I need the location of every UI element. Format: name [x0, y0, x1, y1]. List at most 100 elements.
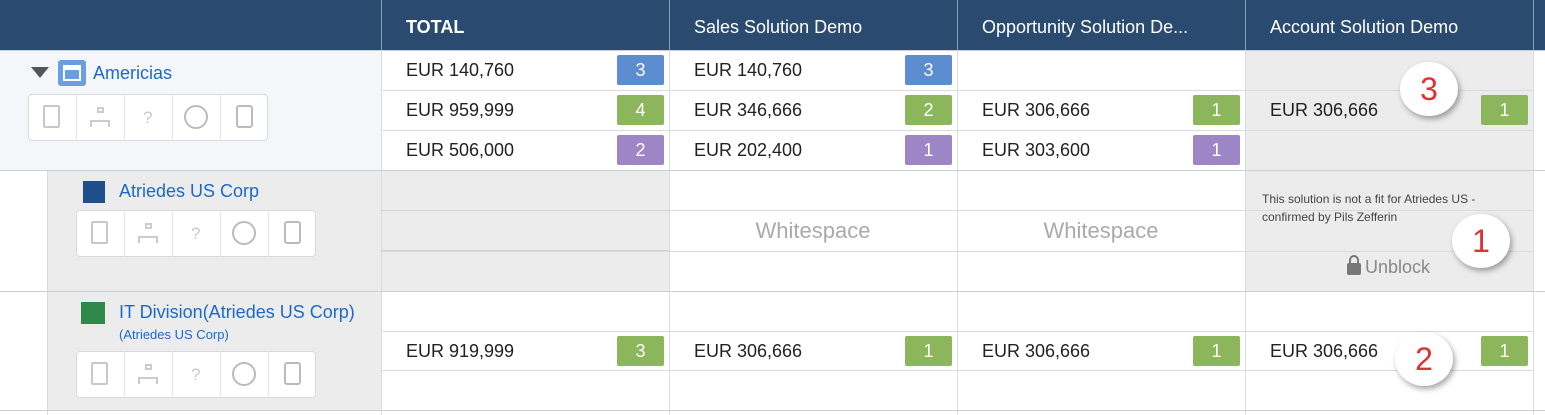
toolbar-divider	[76, 94, 77, 141]
toolbar-divider	[268, 351, 269, 398]
status-icon[interactable]	[232, 221, 256, 245]
hierarchy-icon-base	[90, 120, 110, 127]
header-divider	[1245, 0, 1246, 50]
row-line	[0, 291, 1545, 292]
column-line	[1533, 50, 1534, 415]
count-badge[interactable]: 3	[617, 335, 664, 366]
hierarchy-icon[interactable]	[145, 364, 152, 370]
hierarchy-icon[interactable]	[97, 107, 104, 113]
column-line	[1245, 50, 1246, 415]
column-line	[669, 50, 670, 415]
callout: 1	[1452, 214, 1510, 268]
account-icon	[58, 60, 86, 86]
toolbar	[76, 210, 316, 257]
count-badge[interactable]: 3	[617, 55, 664, 85]
column-header[interactable]: Sales Solution Demo	[694, 17, 863, 37]
subrow-line	[381, 130, 1533, 131]
subrow-line	[381, 210, 669, 211]
building-icon	[83, 181, 105, 203]
amount: EUR 306,666	[1270, 340, 1379, 361]
count-badge[interactable]: 1	[1481, 95, 1528, 125]
toolbar-divider	[172, 94, 173, 141]
help-icon[interactable]: ?	[191, 224, 201, 243]
amount: EUR 306,666	[694, 340, 803, 361]
column-line	[957, 50, 958, 415]
count-badge[interactable]: 2	[617, 135, 664, 165]
amount: EUR 959,999	[406, 100, 515, 120]
clipboard-icon[interactable]	[284, 362, 301, 385]
row-line	[0, 410, 1545, 411]
amount: EUR 306,666	[982, 340, 1091, 361]
amount: EUR 306,666	[1270, 100, 1379, 120]
count-badge[interactable]: 2	[905, 95, 952, 125]
count-badge[interactable]: 1	[905, 335, 952, 366]
clipboard-icon[interactable]	[284, 221, 301, 244]
account-name[interactable]: IT Division(Atriedes US Corp)	[119, 302, 355, 322]
callout: 3	[1400, 62, 1458, 116]
lock-shackle	[1349, 255, 1359, 265]
doc-icon[interactable]	[91, 362, 108, 385]
column-header[interactable]: TOTAL	[406, 17, 465, 37]
header-divider	[381, 0, 382, 50]
count-badge[interactable]: 1	[1193, 95, 1240, 125]
count-badge[interactable]: 1	[905, 135, 952, 165]
doc-icon[interactable]	[43, 105, 60, 128]
column-line	[381, 50, 382, 415]
column-header[interactable]: Opportunity Solution De...	[982, 17, 1189, 37]
header-bar	[0, 0, 1545, 50]
help-icon[interactable]: ?	[191, 365, 201, 384]
whitespace-label: Whitespace	[755, 218, 871, 243]
column-header[interactable]: Account Solution Demo	[1270, 17, 1459, 37]
help-icon[interactable]: ?	[143, 108, 153, 127]
unblock-link[interactable]: Unblock	[1365, 257, 1431, 277]
subrow-line	[381, 210, 1533, 212]
doc-icon[interactable]	[91, 221, 108, 244]
amount: EUR 506,000	[406, 140, 515, 160]
callout: 2	[1395, 332, 1453, 386]
status-icon[interactable]	[184, 105, 208, 129]
expand-arrow[interactable]	[31, 67, 49, 78]
header-divider	[1533, 0, 1534, 50]
amount: EUR 303,600	[982, 140, 1091, 160]
hierarchy-icon[interactable]	[145, 223, 152, 229]
account-subtitle[interactable]: (Atriedes US Corp)	[119, 327, 229, 342]
toolbar-divider	[268, 210, 269, 257]
toolbar	[76, 351, 316, 398]
lock-icon	[1347, 263, 1361, 275]
hierarchy-icon-base	[138, 236, 158, 243]
count-badge[interactable]: 1	[1193, 135, 1240, 165]
toolbar	[28, 94, 268, 141]
account-name[interactable]: Americias	[93, 63, 173, 83]
toolbar-divider	[172, 351, 173, 398]
amount: EUR 306,666	[982, 100, 1091, 120]
account-icon-grid	[63, 65, 81, 81]
subrow-line	[381, 90, 1533, 91]
count-badge[interactable]: 4	[617, 95, 664, 125]
indent-line	[47, 170, 48, 415]
header-divider	[669, 0, 670, 50]
status-icon[interactable]	[232, 362, 256, 386]
toolbar-divider	[124, 94, 125, 141]
amount: EUR 919,999	[406, 340, 515, 361]
count-badge[interactable]: 1	[1481, 335, 1528, 366]
count-badge[interactable]: 3	[905, 55, 952, 85]
toolbar-divider	[124, 351, 125, 398]
toolbar-divider	[220, 351, 221, 398]
toolbar-divider	[220, 210, 221, 257]
amount: EUR 140,760	[694, 60, 803, 80]
hierarchy-icon-base	[138, 377, 158, 384]
subrow-line	[381, 330, 1533, 332]
building-icon	[81, 302, 105, 324]
subrow-line	[381, 370, 1533, 372]
header-divider	[957, 0, 958, 50]
group-bg	[381, 170, 669, 291]
amount: EUR 140,760	[406, 60, 515, 80]
clipboard-icon[interactable]	[236, 105, 253, 128]
blocked-note: This solution is not a fit for Atriedes …	[1262, 192, 1476, 224]
whitespace-label: Whitespace	[1043, 218, 1159, 243]
count-badge[interactable]: 1	[1193, 335, 1240, 366]
subrow-line	[381, 250, 669, 251]
toolbar-divider	[220, 94, 221, 141]
account-name[interactable]: Atriedes US Corp	[119, 181, 260, 201]
